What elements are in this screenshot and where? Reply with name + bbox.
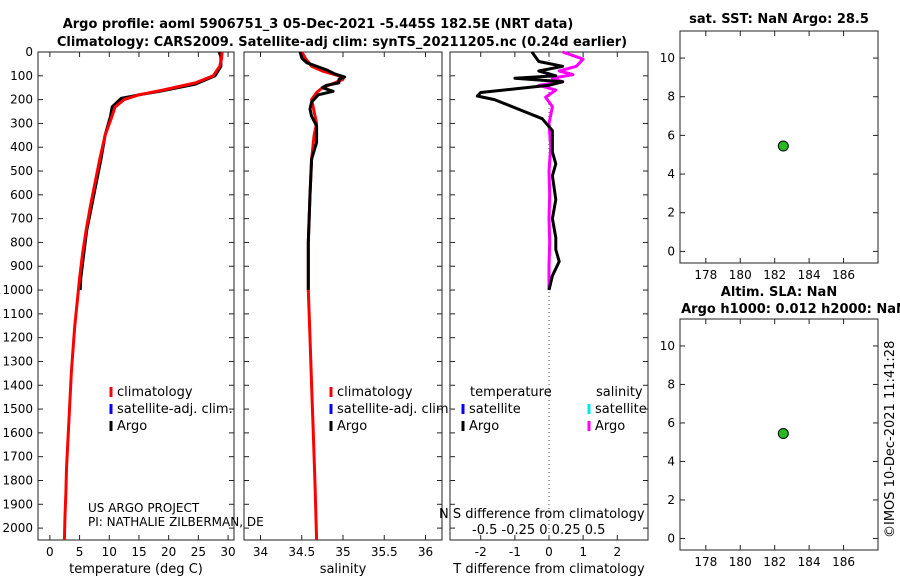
sst-panel-ytick-label-3: 6 [667, 128, 675, 142]
sla-panel: 178 180 182 184 186 0 2 4 6 8 10 Altim. SLA: NaN Arg… [660, 285, 900, 569]
sla-panel-point-0 [777, 428, 789, 440]
difference-xtick-label-2: 0 [545, 545, 553, 559]
sst-panel-ytick-label-4: 8 [667, 90, 675, 104]
sal-legend-satellite-label: satellite-adj. clim. [337, 402, 453, 417]
temp-legend-satellite-label: satellite-adj. clim. [117, 402, 233, 417]
sst-panel-point-0 [777, 140, 789, 152]
temperature-ytick-label-2: 200 [10, 93, 33, 107]
diff-legend-s-argo-label: Argo [595, 419, 625, 434]
figure-title-line1: Argo profile: aoml 5906751_3 05-Dec-2021… [63, 17, 574, 32]
temperature-ytick-label-9: 900 [10, 259, 33, 273]
temp-legend-argo-label: Argo [117, 419, 147, 434]
difference-panel: -2 -1 0 1 2 T difference from climatology temp… [449, 50, 649, 577]
diff-legend-t-satellite-label: satellite [469, 402, 521, 417]
salinity-series-1 [298, 51, 347, 290]
salinity-xlabel: salinity [320, 562, 367, 577]
salinity-xtick-label-3: 35.5 [371, 545, 398, 559]
sla-panel-subtitle: Argo h1000: 0.012 h2000: NaN [681, 302, 900, 317]
temperature-series-0 [62, 51, 224, 541]
temperature-xtick-label-5: 25 [191, 545, 206, 559]
difference-xtick-label-0: -2 [475, 545, 487, 559]
temperature-ytick-label-7: 700 [10, 212, 33, 226]
diff-legend-s-satellite-label: satellite [595, 402, 647, 417]
difference-xtick-label-3: 1 [579, 545, 587, 559]
salinity-panel: 34 34.5 35 35.5 36 salinity climatology satelli… [243, 51, 453, 577]
temperature-xtick-label-3: 15 [131, 545, 146, 559]
sla-panel-ytick-label-5: 10 [660, 339, 675, 353]
sla-panel-xtick-label-4: 186 [832, 555, 855, 569]
temperature-ytick-label-16: 1600 [2, 426, 33, 440]
sla-panel-title: Altim. SLA: NaN [721, 285, 837, 300]
temperature-ytick-label-12: 1200 [2, 331, 33, 345]
sla-panel-ytick-label-2: 4 [667, 454, 675, 468]
difference-series-0 [475, 51, 565, 291]
sla-panel-xtick-label-1: 180 [729, 555, 752, 569]
difference-xtick-label-1: -1 [509, 545, 521, 559]
temperature-ytick-label-10: 1000 [2, 283, 33, 297]
salinity-xtick-label-4: 36 [418, 545, 433, 559]
sst-panel-xtick-label-4: 186 [832, 268, 855, 282]
sla-panel-ytick-label-1: 2 [667, 493, 675, 507]
temperature-panel: 0 5 10 15 20 25 300100200300400500600700800900… [2, 45, 235, 577]
temperature-ytick-label-1: 100 [10, 69, 33, 83]
sst-panel-ytick-label-5: 10 [660, 51, 675, 65]
pi-label: PI: NATHALIE ZILBERMAN, DE [88, 515, 264, 529]
sst-panel-ytick-label-0: 0 [667, 244, 675, 258]
temperature-ytick-label-20: 2000 [2, 521, 33, 535]
sla-panel-xtick-label-2: 182 [763, 555, 786, 569]
diff-legend-temperature-header: temperature [470, 385, 552, 400]
temperature-ytick-label-18: 1800 [2, 473, 33, 487]
difference-xlabel: T difference from climatology [452, 562, 645, 577]
sla-panel-ytick-label-4: 8 [667, 377, 675, 391]
diff-legend-t-argo-label: Argo [469, 419, 499, 434]
sla-panel-xtick-label-0: 178 [694, 555, 717, 569]
temperature-xtick-label-0: 0 [46, 545, 54, 559]
sst-panel-xtick-label-1: 180 [729, 268, 752, 282]
temperature-ytick-label-8: 800 [10, 235, 33, 249]
temperature-plot-frame [37, 51, 235, 541]
sla-panel-xtick-label-3: 184 [798, 555, 821, 569]
temperature-ytick-label-13: 1300 [2, 354, 33, 368]
project-label: US ARGO PROJECT [88, 501, 200, 515]
temperature-ytick-label-4: 400 [10, 140, 33, 154]
temperature-ytick-label-17: 1700 [2, 450, 33, 464]
diff-legend-salinity-header: salinity [596, 385, 643, 400]
timestamp: ©IMOS 10-Dec-2021 11:41:28 [883, 341, 898, 538]
sst-panel-ytick-label-1: 2 [667, 206, 675, 220]
figure-title-line2: Climatology: CARS2009. Satellite-adj cli… [57, 35, 627, 50]
temperature-ytick-label-0: 0 [25, 45, 33, 59]
temperature-xtick-label-4: 20 [161, 545, 176, 559]
overflow-diff-ticks: -0.5 -0.25 0 0.25 0.5 [472, 523, 605, 538]
temperature-ytick-label-19: 1900 [2, 497, 33, 511]
difference-xtick-label-4: 2 [613, 545, 621, 559]
temperature-xtick-label-6: 30 [220, 545, 235, 559]
salinity-plot-frame [243, 51, 443, 541]
sst-panel-xtick-label-3: 184 [798, 268, 821, 282]
temperature-ytick-label-5: 500 [10, 164, 33, 178]
temperature-ytick-label-15: 1500 [2, 402, 33, 416]
overflow-diff-label: N S difference from climatology [439, 507, 645, 522]
temperature-ytick-label-6: 600 [10, 188, 33, 202]
temperature-ytick-label-3: 300 [10, 116, 33, 130]
temp-legend-climatology-label: climatology [117, 385, 193, 400]
sst-panel: 178 180 182 184 186 0 2 4 6 8 10 sat. SST: NaN Argo… [660, 12, 879, 282]
difference-series-1 [537, 50, 585, 290]
temperature-xtick-label-1: 5 [76, 545, 84, 559]
sal-legend-climatology-label: climatology [337, 385, 413, 400]
sst-panel-ytick-label-2: 4 [667, 167, 675, 181]
salinity-xtick-label-1: 34.5 [288, 545, 315, 559]
salinity-xtick-label-0: 34 [253, 545, 268, 559]
sla-panel-ytick-label-0: 0 [667, 531, 675, 545]
sst-panel-xtick-label-0: 178 [694, 268, 717, 282]
temperature-ytick-label-14: 1400 [2, 378, 33, 392]
temperature-xlabel: temperature (deg C) [69, 562, 203, 577]
salinity-xtick-label-2: 35 [335, 545, 350, 559]
sst-panel-title: sat. SST: NaN Argo: 28.5 [689, 12, 869, 27]
temperature-xtick-label-2: 10 [102, 545, 117, 559]
sal-legend-argo-label: Argo [337, 419, 367, 434]
temperature-ytick-label-11: 1100 [2, 307, 33, 321]
sla-panel-ytick-label-3: 6 [667, 416, 675, 430]
sst-panel-xtick-label-2: 182 [763, 268, 786, 282]
